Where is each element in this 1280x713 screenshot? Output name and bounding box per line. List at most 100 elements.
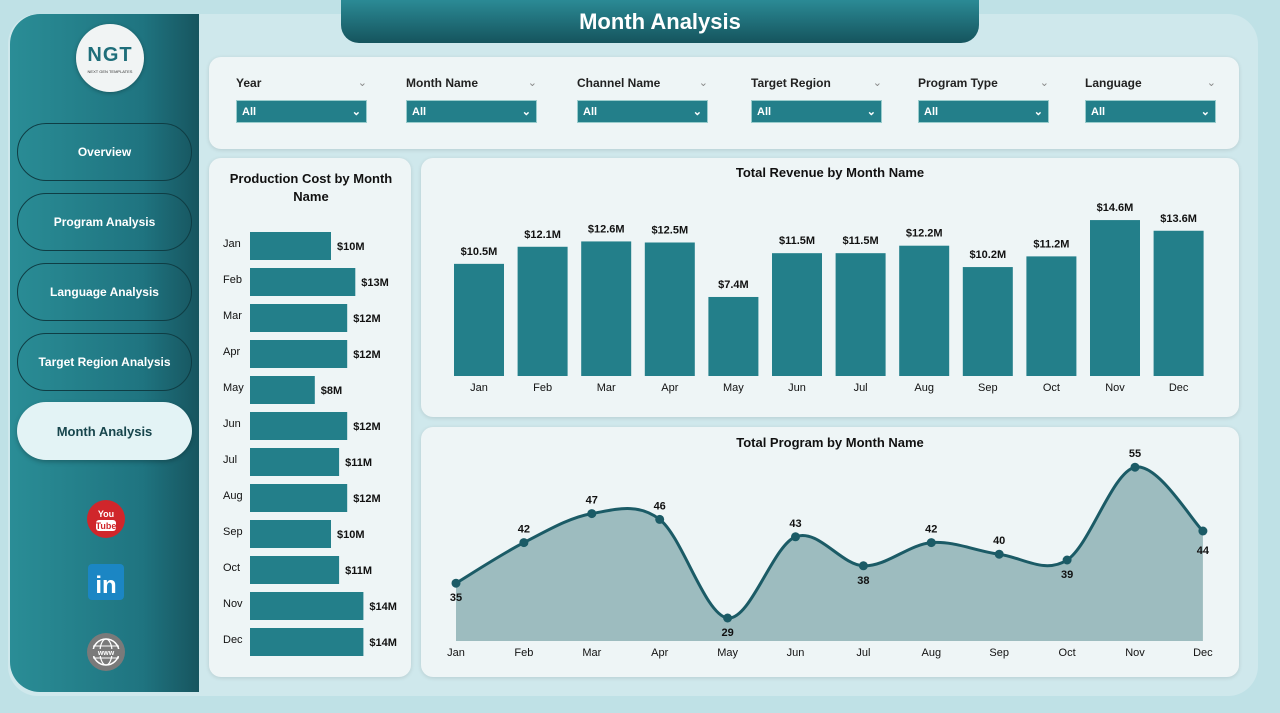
category-label: Sep [223, 526, 243, 538]
category-label: Jun [223, 418, 241, 430]
data-label: 44 [1197, 545, 1210, 557]
category-label: Dec [1193, 647, 1213, 659]
nav-target-region-analysis[interactable]: Target Region Analysis [17, 333, 192, 391]
data-point [1198, 526, 1208, 536]
data-point [1062, 555, 1072, 565]
category-label: Jun [788, 382, 806, 394]
category-label: Jul [854, 382, 868, 394]
bar [250, 232, 331, 260]
filter-dropdown[interactable]: All ⌄ [1085, 100, 1216, 123]
category-label: May [223, 382, 244, 394]
category-label: Mar [597, 382, 616, 394]
logo-text: NGT [87, 44, 133, 66]
chevron-down-icon[interactable]: ⌄ [357, 77, 367, 89]
filter-dropdown[interactable]: All ⌄ [918, 100, 1049, 123]
chevron-down-icon[interactable]: ⌄ [872, 77, 882, 89]
filter-target-region: Target Region ⌄ All ⌄ [751, 76, 882, 123]
data-label: 38 [857, 575, 869, 587]
data-point [926, 538, 936, 548]
category-label: Aug [914, 382, 934, 394]
category-label: Apr [223, 346, 240, 358]
revenue-title: Total Revenue by Month Name [735, 165, 925, 180]
data-label: $14M [369, 637, 397, 649]
bar [250, 268, 356, 296]
globe-icon[interactable]: www [86, 632, 126, 672]
data-point [994, 549, 1004, 559]
filter-value: All [757, 105, 772, 118]
chevron-down-icon: ⌄ [1033, 106, 1043, 118]
data-point [587, 509, 597, 519]
page-title: Month Analysis [341, 0, 979, 43]
svg-text:www: www [97, 650, 115, 657]
bar [772, 253, 822, 376]
bar [250, 484, 348, 512]
data-point [519, 538, 529, 548]
category-label: Nov [1105, 382, 1125, 394]
bar [1026, 256, 1077, 376]
data-label: $11.5M [779, 235, 815, 247]
category-label: Mar [223, 310, 242, 322]
category-label: Oct [223, 562, 240, 574]
logo-subtext: NEXT GEN TEMPLATES [87, 69, 133, 74]
filter-value: All [412, 105, 427, 118]
nav-month-analysis[interactable]: Month Analysis [17, 402, 192, 460]
bar [581, 241, 632, 376]
chevron-down-icon: ⌄ [351, 106, 361, 118]
bar [250, 412, 348, 440]
filter-dropdown[interactable]: All ⌄ [406, 100, 537, 123]
filter-label: Channel Name [577, 76, 661, 90]
data-point [1130, 462, 1140, 472]
program-chart: 35 Jan 42 Feb 47 Mar 46 Apr 29 May 43 Jun 38 Jul 42 Aug… [447, 448, 1213, 659]
bar [1090, 220, 1140, 376]
category-label: Sep [989, 647, 1009, 659]
chevron-down-icon[interactable]: ⌄ [527, 77, 537, 89]
category-label: Jan [470, 382, 488, 394]
data-label: $12M [353, 493, 381, 505]
data-label: $14.6M [1097, 202, 1134, 214]
category-label: Aug [922, 647, 942, 659]
filter-label: Year [236, 76, 262, 90]
linkedin-icon[interactable]: in [87, 563, 125, 601]
data-label: 42 [925, 524, 937, 536]
data-label: $11.2M [1033, 238, 1069, 250]
data-label: 29 [721, 627, 733, 639]
youtube-icon[interactable]: You Tube [86, 499, 126, 539]
data-label: 42 [518, 524, 530, 536]
filter-label: Target Region [751, 76, 831, 90]
bar [454, 263, 504, 376]
bar [708, 296, 759, 376]
bar [250, 520, 331, 548]
data-label: $13M [361, 277, 389, 289]
bar [517, 246, 568, 376]
svg-text:You: You [98, 509, 114, 519]
data-label: 35 [450, 592, 462, 604]
nav-overview[interactable]: Overview [17, 123, 192, 181]
bar [835, 253, 886, 376]
nav-program-analysis[interactable]: Program Analysis [17, 193, 192, 251]
bar [644, 242, 695, 376]
filter-panel [209, 57, 1239, 149]
category-label: Dec [223, 634, 243, 646]
data-point [451, 578, 461, 588]
nav-language-analysis[interactable]: Language Analysis [17, 263, 192, 321]
chevron-down-icon: ⌄ [866, 106, 876, 118]
data-label: 47 [586, 495, 598, 507]
bar [250, 304, 348, 332]
filter-value: All [924, 105, 939, 118]
category-label: Mar [582, 647, 601, 659]
data-label: $7.4M [718, 279, 749, 291]
data-label: $10.2M [969, 249, 1006, 261]
filter-dropdown[interactable]: All ⌄ [236, 100, 367, 123]
revenue-chart: $10.5M Jan $12.1M Feb $12.6M Mar $12.5M Apr $7.4… [454, 202, 1204, 394]
bar [250, 592, 364, 620]
filter-dropdown[interactable]: All ⌄ [751, 100, 882, 123]
data-label: $11M [345, 457, 372, 469]
chevron-down-icon[interactable]: ⌄ [1039, 77, 1049, 89]
chevron-down-icon[interactable]: ⌄ [698, 77, 708, 89]
chevron-down-icon: ⌄ [521, 106, 531, 118]
data-label: $12M [353, 421, 381, 433]
chevron-down-icon[interactable]: ⌄ [1206, 77, 1216, 89]
category-label: Nov [1125, 647, 1145, 659]
category-label: Dec [1169, 382, 1189, 394]
filter-dropdown[interactable]: All ⌄ [577, 100, 708, 123]
